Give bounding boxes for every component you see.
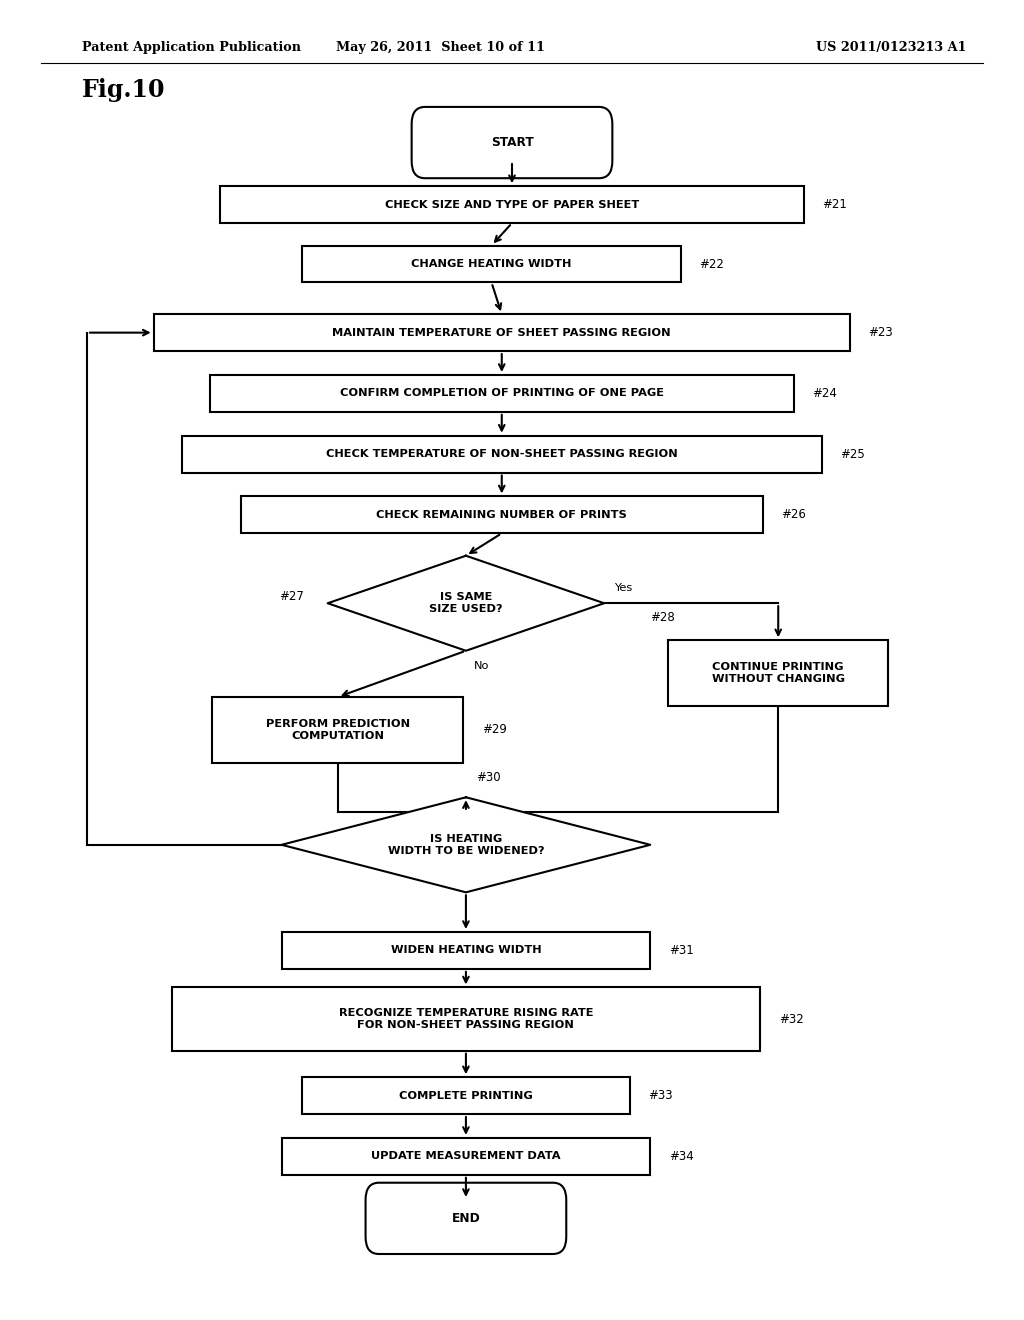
Text: CHECK SIZE AND TYPE OF PAPER SHEET: CHECK SIZE AND TYPE OF PAPER SHEET: [385, 199, 639, 210]
Text: #34: #34: [669, 1150, 693, 1163]
Text: #26: #26: [781, 508, 806, 521]
Text: #23: #23: [868, 326, 893, 339]
Polygon shape: [328, 556, 604, 651]
Text: RECOGNIZE TEMPERATURE RISING RATE
FOR NON-SHEET PASSING REGION: RECOGNIZE TEMPERATURE RISING RATE FOR NO…: [339, 1008, 593, 1030]
Text: #33: #33: [648, 1089, 673, 1102]
Text: IS SAME
SIZE USED?: IS SAME SIZE USED?: [429, 593, 503, 614]
Text: END: END: [452, 1212, 480, 1225]
FancyBboxPatch shape: [282, 1138, 650, 1175]
FancyBboxPatch shape: [366, 1183, 566, 1254]
Text: Yes: Yes: [614, 582, 633, 593]
Text: START: START: [490, 136, 534, 149]
Text: May 26, 2011  Sheet 10 of 11: May 26, 2011 Sheet 10 of 11: [336, 41, 545, 54]
FancyBboxPatch shape: [668, 640, 888, 706]
Text: IS HEATING
WIDTH TO BE WIDENED?: IS HEATING WIDTH TO BE WIDENED?: [388, 834, 544, 855]
Text: #31: #31: [669, 944, 693, 957]
Text: #32: #32: [778, 1012, 804, 1026]
FancyBboxPatch shape: [302, 246, 681, 282]
FancyBboxPatch shape: [282, 932, 650, 969]
Text: Fig.10: Fig.10: [82, 78, 166, 102]
Text: PERFORM PREDICTION
COMPUTATION: PERFORM PREDICTION COMPUTATION: [266, 719, 410, 741]
Text: No: No: [474, 661, 489, 672]
FancyBboxPatch shape: [182, 436, 821, 473]
Text: #30: #30: [476, 771, 501, 784]
FancyBboxPatch shape: [302, 1077, 630, 1114]
Text: US 2011/0123213 A1: US 2011/0123213 A1: [816, 41, 966, 54]
Text: CONTINUE PRINTING
WITHOUT CHANGING: CONTINUE PRINTING WITHOUT CHANGING: [712, 663, 845, 684]
FancyBboxPatch shape: [210, 375, 794, 412]
Text: #29: #29: [482, 723, 507, 737]
Text: #22: #22: [699, 257, 724, 271]
FancyBboxPatch shape: [213, 697, 463, 763]
FancyBboxPatch shape: [172, 987, 760, 1051]
Text: WIDEN HEATING WIDTH: WIDEN HEATING WIDTH: [390, 945, 542, 956]
Polygon shape: [282, 797, 650, 892]
Text: COMPLETE PRINTING: COMPLETE PRINTING: [399, 1090, 532, 1101]
FancyBboxPatch shape: [220, 186, 804, 223]
Text: CHANGE HEATING WIDTH: CHANGE HEATING WIDTH: [412, 259, 571, 269]
Text: MAINTAIN TEMPERATURE OF SHEET PASSING REGION: MAINTAIN TEMPERATURE OF SHEET PASSING RE…: [333, 327, 671, 338]
Text: UPDATE MEASUREMENT DATA: UPDATE MEASUREMENT DATA: [371, 1151, 561, 1162]
Text: CONFIRM COMPLETION OF PRINTING OF ONE PAGE: CONFIRM COMPLETION OF PRINTING OF ONE PA…: [340, 388, 664, 399]
FancyBboxPatch shape: [241, 496, 763, 533]
Text: CHECK TEMPERATURE OF NON-SHEET PASSING REGION: CHECK TEMPERATURE OF NON-SHEET PASSING R…: [326, 449, 678, 459]
Text: Patent Application Publication: Patent Application Publication: [82, 41, 301, 54]
Text: #28: #28: [649, 611, 675, 624]
FancyBboxPatch shape: [154, 314, 850, 351]
Text: #27: #27: [280, 590, 304, 603]
Text: CHECK REMAINING NUMBER OF PRINTS: CHECK REMAINING NUMBER OF PRINTS: [377, 510, 627, 520]
Text: #21: #21: [822, 198, 847, 211]
FancyBboxPatch shape: [412, 107, 612, 178]
Text: #24: #24: [812, 387, 837, 400]
Text: #25: #25: [840, 447, 865, 461]
